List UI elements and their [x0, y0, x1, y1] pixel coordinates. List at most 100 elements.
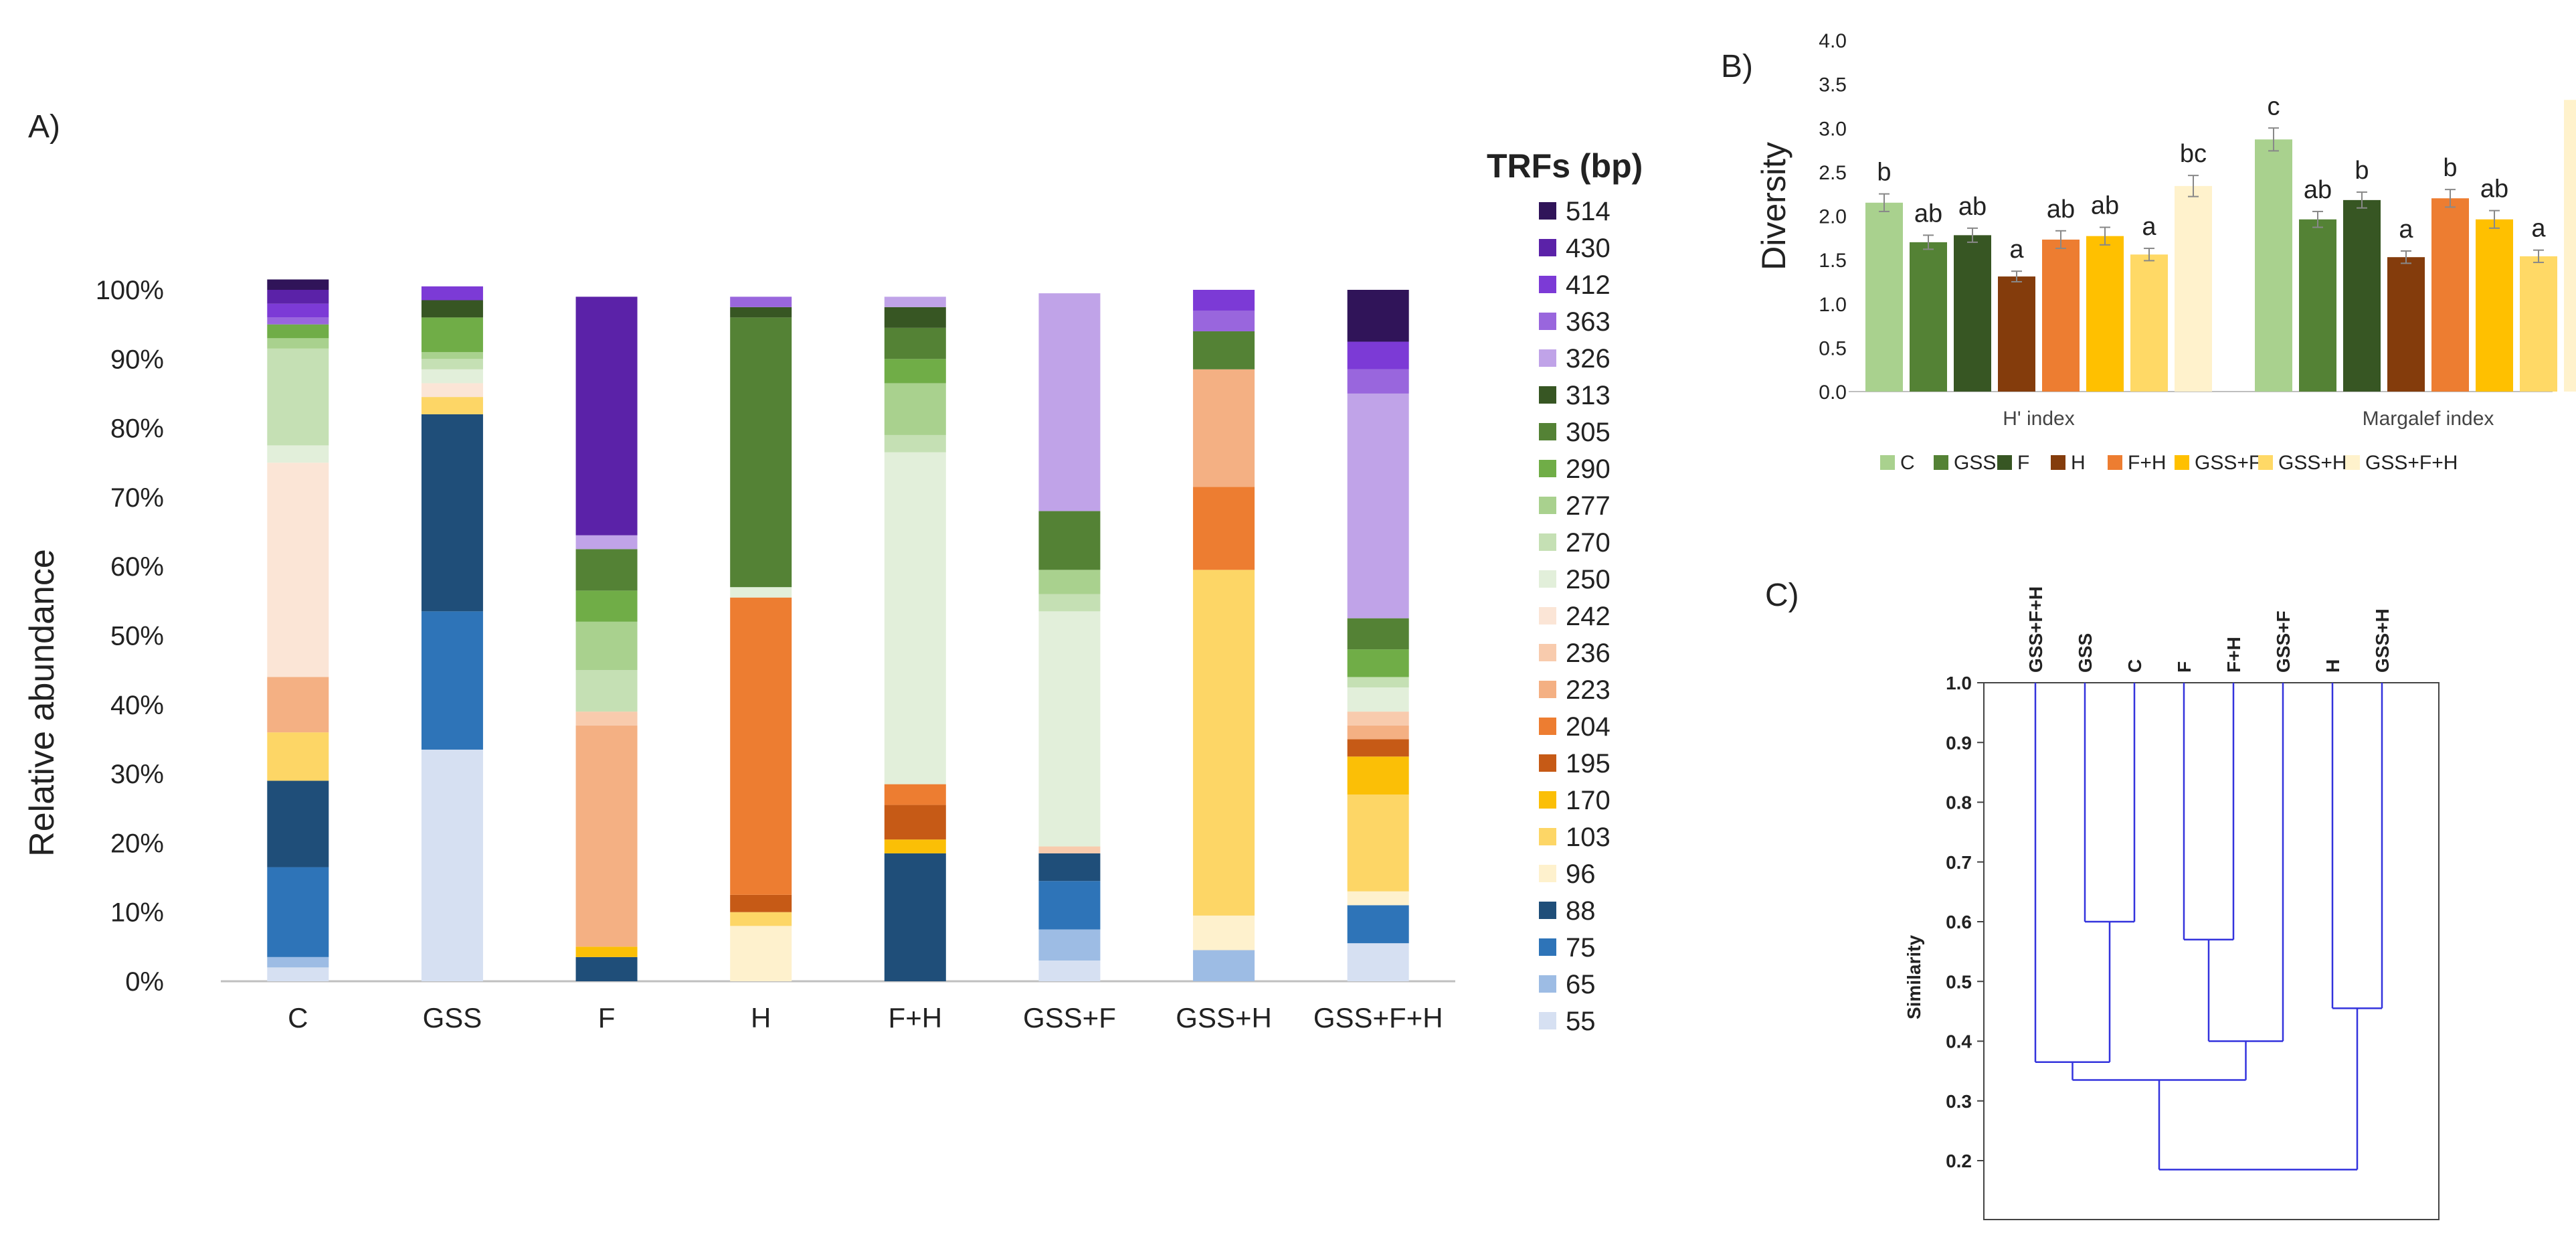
legend-swatch-65 — [1539, 975, 1556, 993]
panel-c-y-tick-label: 0.9 — [1946, 732, 1972, 753]
stack-segment-103 — [421, 397, 483, 414]
panel-c-y-tick-label: 0.4 — [1946, 1031, 1972, 1052]
legend-label-412: 412 — [1566, 270, 1611, 300]
legend-swatch-305 — [1539, 423, 1556, 440]
stack-segment-195 — [884, 805, 946, 840]
stack-segment-270 — [884, 434, 946, 452]
stack-segment-326 — [1038, 293, 1101, 511]
stack-segment-290 — [884, 359, 946, 384]
diversity-bar-GSS+F — [2476, 219, 2513, 392]
legend-label-55: 55 — [1566, 1007, 1596, 1036]
stack-segment-170 — [884, 839, 946, 853]
significance-letter: ab — [2480, 175, 2508, 203]
legend-swatch-88 — [1539, 902, 1556, 919]
stack-segment-55 — [1347, 943, 1409, 981]
stack-segment-170 — [575, 946, 638, 957]
legend-swatch-250 — [1539, 570, 1556, 588]
stack-segment-103 — [730, 912, 792, 926]
stack-segment-270 — [267, 348, 329, 446]
panel-a-category-label: F — [598, 1002, 616, 1033]
significance-letter: bc — [2180, 140, 2207, 168]
legend-label-88: 88 — [1566, 896, 1596, 926]
diversity-bar-H — [1998, 276, 2035, 392]
legend-swatch-75 — [1539, 938, 1556, 956]
stack-segment-75 — [1038, 881, 1101, 930]
legend-swatch-313 — [1539, 386, 1556, 404]
panel-b-legend-label-GSS+F+H: GSS+F+H — [2365, 452, 2458, 474]
leaf-label-F: F — [2174, 661, 2195, 673]
legend-label-305: 305 — [1566, 418, 1611, 447]
panel-c-label: C) — [1765, 578, 1799, 613]
stack-segment-412 — [1193, 290, 1255, 311]
legend-swatch-277 — [1539, 497, 1556, 514]
diversity-bar-F+H — [2431, 198, 2469, 392]
stack-segment-223 — [1347, 725, 1409, 740]
stack-segment-223 — [1193, 369, 1255, 487]
stack-segment-290 — [575, 590, 638, 622]
legend-swatch-412 — [1539, 276, 1556, 293]
stack-segment-313 — [884, 307, 946, 328]
legend-swatch-55 — [1539, 1012, 1556, 1029]
stack-segment-277 — [575, 621, 638, 671]
legend-label-170: 170 — [1566, 786, 1611, 815]
stack-segment-55 — [421, 749, 483, 981]
panel-b-legend-label-GSS: GSS — [1954, 452, 1996, 474]
panel-b-y-tick-label: 2.5 — [1819, 162, 1847, 184]
leaf-label-H: H — [2322, 659, 2343, 673]
legend-swatch-363 — [1539, 313, 1556, 330]
panel-c-y-tick-label: 0.8 — [1946, 793, 1972, 813]
panel-b-legend-swatch-GSS+F — [2175, 455, 2189, 470]
stack-segment-96 — [1347, 891, 1409, 906]
stack-segment-236 — [1347, 712, 1409, 726]
stack-segment-236 — [575, 712, 638, 726]
stack-segment-514 — [1347, 290, 1409, 342]
leaf-label-GSS+F+H: GSS+F+H — [2025, 586, 2046, 673]
panel-a-y-tick-label: 100% — [96, 276, 164, 305]
stack-segment-290 — [421, 317, 483, 352]
stack-segment-65 — [267, 956, 329, 968]
panel-a: A) Relative abundance 0% 10% 20% 30% 40% 50% 6… — [23, 109, 1643, 1036]
legend-label-96: 96 — [1566, 859, 1596, 889]
leaf-label-C: C — [2124, 659, 2145, 673]
panel-b-legend-swatch-F — [1997, 455, 2012, 470]
panel-c-y-tick-label: 0.3 — [1946, 1091, 1972, 1112]
stack-segment-103 — [267, 732, 329, 781]
panel-b-legend-label-GSS+H: GSS+H — [2278, 452, 2347, 474]
legend-swatch-96 — [1539, 865, 1556, 882]
stack-segment-412 — [1347, 341, 1409, 369]
panel-b-legend-swatch-C — [1880, 455, 1895, 470]
panel-b-y-tick-label: 0.5 — [1819, 337, 1847, 359]
legend-label-236: 236 — [1566, 639, 1611, 668]
legend-label-75: 75 — [1566, 933, 1596, 963]
legend-label-514: 514 — [1566, 197, 1611, 226]
stack-segment-75 — [1347, 905, 1409, 944]
diversity-bar-C — [1865, 202, 1903, 392]
diversity-bar-F — [2343, 199, 2381, 392]
stack-segment-88 — [267, 780, 329, 867]
panel-b-legend-label-C: C — [1900, 452, 1915, 474]
panel-a-category-label: H — [751, 1002, 771, 1033]
stack-segment-313 — [421, 300, 483, 318]
stack-segment-204 — [730, 597, 792, 895]
stack-segment-195 — [730, 894, 792, 912]
panel-b: B) Diversity 0.0 0.5 1.0 1.5 2.0 2.5 3.0 3.5 4.0… — [1721, 30, 2576, 474]
stack-segment-75 — [267, 867, 329, 957]
panel-a-legend: TRFs (bp) 514 430 412 363 326 313 305 290 277 270… — [1487, 147, 1643, 1036]
legend-label-223: 223 — [1566, 675, 1611, 705]
significance-letter: ab — [2047, 195, 2075, 224]
panel-c-y-axis-label: Similarity — [1904, 935, 1924, 1019]
panel-b-legend-label-F+H: F+H — [2128, 452, 2167, 474]
stack-segment-290 — [1347, 649, 1409, 677]
stack-segment-250 — [421, 369, 483, 384]
panel-c-y-tick-label: 0.2 — [1946, 1151, 1972, 1171]
stack-segment-270 — [1347, 677, 1409, 687]
legend-label-103: 103 — [1566, 823, 1611, 852]
panel-c-frame — [1983, 682, 2440, 1220]
panel-a-y-tick-label: 90% — [110, 345, 164, 374]
panel-a-y-tick-label: 60% — [110, 552, 164, 582]
stack-segment-65 — [1193, 950, 1255, 981]
stack-segment-242 — [421, 383, 483, 398]
panel-c-dendrogram — [2034, 683, 2383, 1171]
stack-segment-305 — [1038, 511, 1101, 570]
stack-segment-88 — [575, 956, 638, 981]
